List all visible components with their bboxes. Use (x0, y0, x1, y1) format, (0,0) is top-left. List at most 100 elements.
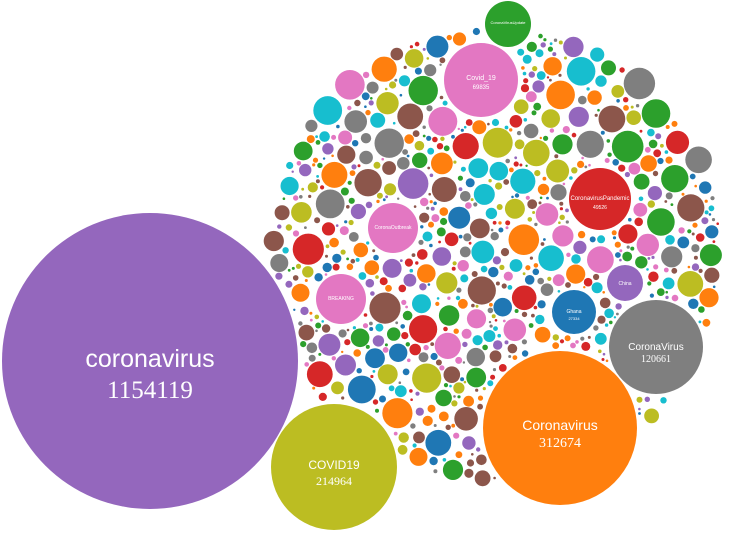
small-bubble (633, 173, 650, 190)
tiny-bubble (346, 205, 350, 209)
tiny-bubble (649, 293, 655, 298)
bubble-circle (485, 1, 531, 47)
tiny-bubble (587, 335, 591, 339)
small-bubble (359, 150, 373, 165)
small-bubble (404, 134, 414, 144)
tiny-bubble (369, 321, 373, 326)
tiny-bubble (557, 290, 561, 293)
tiny-bubble (528, 71, 535, 78)
tiny-bubble (430, 342, 435, 346)
tiny-bubble (638, 412, 641, 415)
tiny-bubble (370, 291, 375, 296)
tiny-bubble (665, 295, 669, 300)
bubble-label: COVID19 (308, 458, 360, 472)
tiny-bubble (399, 259, 403, 262)
tiny-bubble (594, 113, 598, 117)
tiny-bubble (612, 159, 619, 166)
tiny-bubble (646, 268, 649, 271)
minor-bubble (280, 176, 299, 196)
tiny-bubble (565, 282, 571, 288)
minor-bubble (436, 272, 458, 294)
small-bubble (322, 143, 334, 155)
tiny-bubble (291, 170, 294, 173)
bubble-value: 49526 (593, 205, 607, 211)
bubble-CoronaVirusUpdate[interactable]: CoronaVirusUpdate (485, 1, 531, 47)
tiny-bubble (282, 247, 289, 254)
tiny-bubble (400, 324, 406, 329)
tiny-bubble (394, 78, 398, 82)
tiny-bubble (465, 202, 472, 209)
tiny-bubble (286, 161, 294, 170)
tiny-bubble (348, 197, 355, 204)
tiny-bubble (619, 258, 622, 262)
minor-bubble (337, 145, 356, 164)
minor-bubble (677, 194, 705, 222)
tiny-bubble (647, 257, 651, 260)
bubble-label: coronavirus (85, 345, 214, 373)
tiny-bubble (559, 201, 564, 206)
tiny-bubble (704, 199, 708, 203)
bubble-CoronavirusPandemic[interactable]: CoronavirusPandemic 49526 (569, 168, 631, 230)
small-bubble (397, 157, 410, 170)
tiny-bubble (509, 167, 514, 173)
bubble-Ghana[interactable]: Ghana 27334 (552, 290, 596, 334)
bubble-COVID19[interactable]: COVID19 214964 (271, 404, 397, 530)
bubble-CoronaOutbreak[interactable]: CoronaOutbreak (368, 203, 418, 253)
tiny-bubble (320, 185, 325, 190)
tiny-bubble (521, 311, 528, 318)
tiny-bubble (505, 226, 509, 230)
small-bubble (419, 212, 430, 223)
tiny-bubble (523, 118, 528, 122)
minor-bubble (263, 230, 284, 252)
tiny-bubble (433, 424, 437, 427)
tiny-bubble (446, 34, 452, 41)
tiny-bubble (480, 265, 488, 273)
bubble-label: CoronavirusPandemic (570, 196, 629, 202)
tiny-bubble (455, 295, 461, 301)
tiny-bubble (346, 257, 349, 261)
tiny-bubble (365, 109, 371, 116)
bubble-Coronavirus[interactable]: Coronavirus 312674 (483, 351, 637, 505)
tiny-bubble (321, 324, 331, 333)
tiny-bubble (589, 236, 596, 243)
tiny-bubble (453, 395, 456, 398)
small-bubble (457, 260, 469, 272)
tiny-bubble (372, 370, 376, 373)
tiny-bubble (701, 217, 709, 225)
small-bubble (509, 259, 523, 272)
tiny-bubble (282, 197, 286, 200)
minor-bubble (466, 367, 487, 388)
minor-bubble (389, 343, 408, 362)
bubble-China[interactable]: China (607, 265, 643, 301)
tiny-bubble (583, 286, 586, 289)
tiny-bubble (331, 154, 334, 158)
tiny-bubble (532, 211, 536, 214)
tiny-bubble (634, 217, 643, 227)
bubble-circle (444, 43, 518, 117)
tiny-bubble (340, 187, 349, 196)
tiny-bubble (449, 384, 452, 388)
minor-bubble (382, 398, 413, 429)
tiny-bubble (460, 274, 469, 283)
tiny-bubble (521, 350, 529, 357)
minor-bubble (641, 99, 671, 128)
tiny-bubble (353, 349, 362, 357)
tiny-bubble (309, 311, 313, 315)
minor-bubble (382, 258, 402, 278)
bubble-value: 1154119 (107, 377, 193, 404)
tiny-bubble (463, 233, 472, 242)
tiny-bubble (494, 319, 498, 322)
minor-bubble (321, 161, 348, 188)
bubble-CoronaVirus[interactable]: CoronaVirus 120661 (609, 300, 703, 394)
bubble-label: Ghana (566, 309, 581, 315)
tiny-bubble (508, 355, 512, 358)
bubble-BREAKING[interactable]: BREAKING (316, 274, 366, 324)
tiny-bubble (403, 65, 407, 69)
tiny-bubble (457, 175, 463, 181)
tiny-bubble (519, 163, 523, 167)
small-bubble (525, 91, 537, 103)
bubble-Covid_19[interactable]: Covid_19 69835 (444, 43, 518, 117)
bubble-coronavirus[interactable]: coronavirus 1154119 (2, 213, 298, 509)
tiny-bubble (292, 230, 300, 237)
tiny-bubble (566, 252, 571, 257)
